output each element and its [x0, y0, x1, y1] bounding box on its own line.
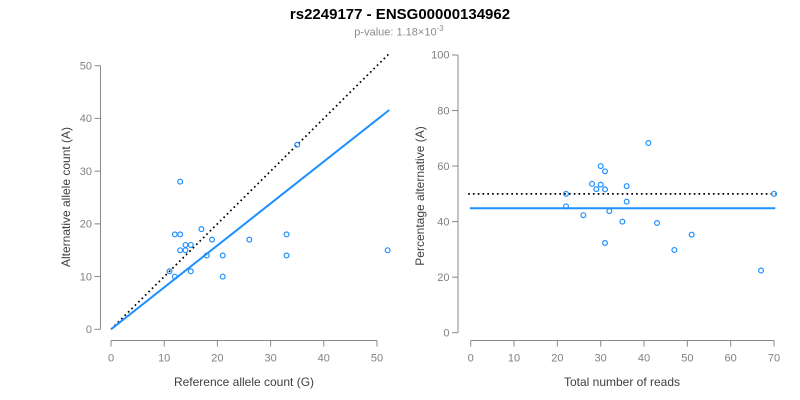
x-tick-label: 0 — [468, 353, 474, 365]
data-point — [384, 247, 391, 254]
y-tick-label: 60 — [437, 161, 449, 173]
y-axis-title: Percentage alternative (A) — [413, 126, 427, 265]
data-point — [645, 140, 652, 147]
x-tick-label: 20 — [211, 353, 223, 365]
data-point — [593, 186, 600, 193]
x-tick-label: 70 — [768, 353, 780, 365]
data-point — [671, 246, 678, 253]
data-point — [177, 247, 184, 254]
y-tick-label: 0 — [86, 324, 92, 336]
data-point — [166, 268, 173, 275]
data-point — [606, 208, 613, 215]
y-tick-label: 40 — [80, 113, 92, 125]
data-point — [182, 241, 189, 248]
x-tick-label: 20 — [551, 353, 563, 365]
data-point — [597, 181, 604, 188]
data-point — [580, 212, 587, 219]
x-tick-label: 60 — [725, 353, 737, 365]
x-tick-label: 50 — [371, 353, 383, 365]
x-tick-label: 10 — [158, 353, 170, 365]
y-tick-label: 50 — [80, 60, 92, 72]
y-axis-title: Alternative allele count (A) — [59, 127, 73, 267]
panel-right: 0 20 40 60 80 100 0 10 20 30 40 50 60 70 Total number … — [413, 50, 780, 389]
data-point — [171, 273, 178, 280]
x-tick-label: 30 — [264, 353, 276, 365]
data-point — [589, 180, 596, 187]
y-tick-label: 0 — [443, 327, 449, 339]
y-tick-label: 40 — [437, 216, 449, 228]
panel-left: 0 10 20 30 40 50 0 10 20 30 40 50 Reference allele c… — [59, 52, 391, 389]
data-point — [177, 178, 184, 185]
data-point — [294, 141, 301, 148]
data-point — [602, 240, 609, 247]
y-tick-label: 80 — [437, 105, 449, 117]
data-point — [177, 231, 184, 238]
y-tick-label: 20 — [80, 219, 92, 231]
data-point — [770, 190, 777, 197]
data-point — [623, 198, 630, 205]
data-point — [283, 252, 290, 259]
x-tick-label: 50 — [681, 353, 693, 365]
data-point — [619, 218, 626, 225]
data-point — [563, 190, 570, 197]
x-axis-title: Reference allele count (G) — [174, 375, 314, 389]
data-point — [623, 183, 630, 190]
x-tick-label: 40 — [318, 353, 330, 365]
data-point — [563, 203, 570, 210]
plot-subtitle: p-value: 1.18×10-3 — [0, 24, 798, 39]
data-point — [283, 231, 290, 238]
data-point — [187, 241, 194, 248]
data-point — [654, 220, 661, 227]
p-value-label: p-value: 1.18×10 — [354, 26, 437, 39]
data-point — [182, 247, 189, 254]
p-value-exponent: -3 — [436, 24, 444, 33]
y-tick-label: 10 — [80, 271, 92, 283]
x-axis-title: Total number of reads — [564, 375, 680, 389]
data-point — [602, 168, 609, 175]
x-tick-label: 30 — [595, 353, 607, 365]
data-point — [209, 236, 216, 243]
plot-title: rs2249177 - ENSG00000134962 — [289, 6, 511, 23]
x-tick-label: 0 — [108, 353, 114, 365]
data-point — [246, 236, 253, 243]
y-tick-label: 100 — [431, 50, 449, 62]
data-point — [602, 186, 609, 193]
data-point — [219, 273, 226, 280]
x-tick-label: 40 — [638, 353, 650, 365]
data-point — [198, 226, 205, 233]
x-tick-label: 10 — [508, 353, 520, 365]
data-point — [688, 231, 695, 238]
data-point — [758, 267, 765, 274]
y-tick-label: 30 — [80, 166, 92, 178]
fit-line — [110, 109, 390, 331]
data-point — [203, 252, 210, 259]
data-point — [171, 231, 178, 238]
data-point — [597, 163, 604, 170]
y-tick-label: 20 — [437, 272, 449, 284]
identity-line — [110, 52, 390, 330]
data-point — [219, 252, 226, 259]
data-point — [187, 268, 194, 275]
